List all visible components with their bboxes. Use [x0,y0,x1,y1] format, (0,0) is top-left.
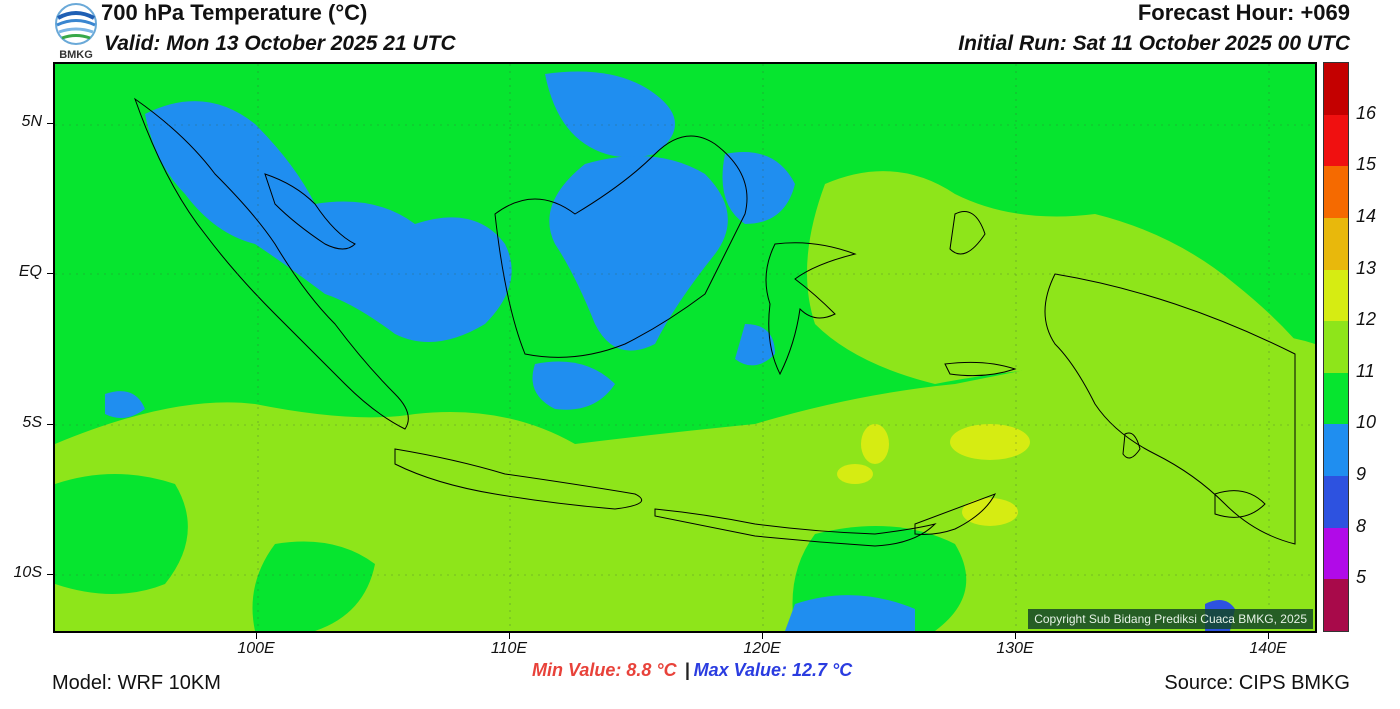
min-max-values: Min Value: 8.8 °C | Max Value: 12.7 °C [532,660,852,681]
gridlines [55,64,1315,631]
field-12-13-a [950,424,1030,460]
field-12-13-c [861,424,889,464]
model-label: Model: WRF 10KM [52,672,221,694]
field-9-10-north [545,71,675,158]
lat-tick [47,123,53,124]
colorbar-segment [1324,476,1348,529]
separator: | [684,660,690,680]
temperature-map: Copyright Sub Bidang Prediksi Cuaca BMKG… [53,62,1317,633]
colorbar-label: 11 [1356,360,1375,381]
colorbar-label: 5 [1356,567,1367,588]
field-10-11-sw [55,474,188,594]
field-12-13-b [962,498,1018,526]
lat-label: 5N [21,113,42,130]
lat-label: 10S [13,564,42,581]
lon-tick [1015,633,1016,639]
field-9-10-sulawesi [735,324,775,366]
field-11-12-east [807,171,1315,404]
field-9-10-bottom [785,595,915,631]
initial-run: Initial Run: Sat 11 October 2025 00 UTC [958,32,1350,55]
colorbar-segment [1324,269,1348,322]
lon-tick [762,633,763,639]
colorbar-segment [1324,424,1348,477]
lon-label: 140E [1249,640,1287,657]
lon-label: 110E [490,640,528,657]
lon-label: 100E [237,640,275,657]
colorbar-segment [1324,114,1348,167]
field-9-10-ne [722,152,795,224]
min-value: Min Value: 8.8 °C [532,660,677,680]
colorbar [1323,62,1349,632]
colorbar-segment [1324,372,1348,425]
colorbar-label: 16 [1356,102,1377,123]
map-svg [55,64,1315,631]
colorbar-label: 15 [1356,154,1377,175]
lon-label: 120E [743,640,781,657]
lon-tick [256,633,257,639]
bmkg-logo: BMKG [55,3,97,60]
lat-tick [47,424,53,425]
forecast-hour: Forecast Hour: +069 [1137,0,1350,25]
lon-label: 130E [996,640,1034,657]
field-10-11-s [252,541,375,631]
colorbar-segment [1324,217,1348,271]
colorbar-label: 9 [1356,464,1367,485]
colorbar-segment [1324,527,1348,580]
valid-time: Valid: Mon 13 October 2025 21 UTC [104,32,456,55]
field-9-10-w [105,391,145,418]
colorbar-label: 13 [1356,257,1377,278]
colorbar-segment [1324,321,1348,374]
field-9-10-s-borneo [532,361,615,410]
field-11-12-south [55,334,1315,631]
colorbar-segment [1324,63,1348,116]
colorbar-label: 8 [1356,515,1367,536]
source-label: Source: CIPS BMKG [1164,672,1350,694]
lat-label: EQ [18,263,42,280]
colorbar-segment [1324,166,1348,219]
logo-text: BMKG [59,49,93,60]
colorbar-label: 12 [1356,309,1377,330]
field-9-10-borneo [549,156,728,351]
lat-tick [47,574,53,575]
colorbar-label: 10 [1356,412,1377,433]
copyright-label: Copyright Sub Bidang Prediksi Cuaca BMKG… [1028,609,1313,629]
lat-label: 5S [22,414,42,431]
max-value: Max Value: 12.7 °C [693,660,853,680]
lon-tick [1268,633,1269,639]
coastlines [134,97,1296,547]
lon-tick [509,633,510,639]
colorbar-label: 14 [1356,205,1377,226]
chart-title: 700 hPa Temperature (°C) [101,0,368,25]
colorbar-segment [1324,579,1348,632]
lat-tick [47,273,53,274]
field-12-13-d [837,464,873,484]
